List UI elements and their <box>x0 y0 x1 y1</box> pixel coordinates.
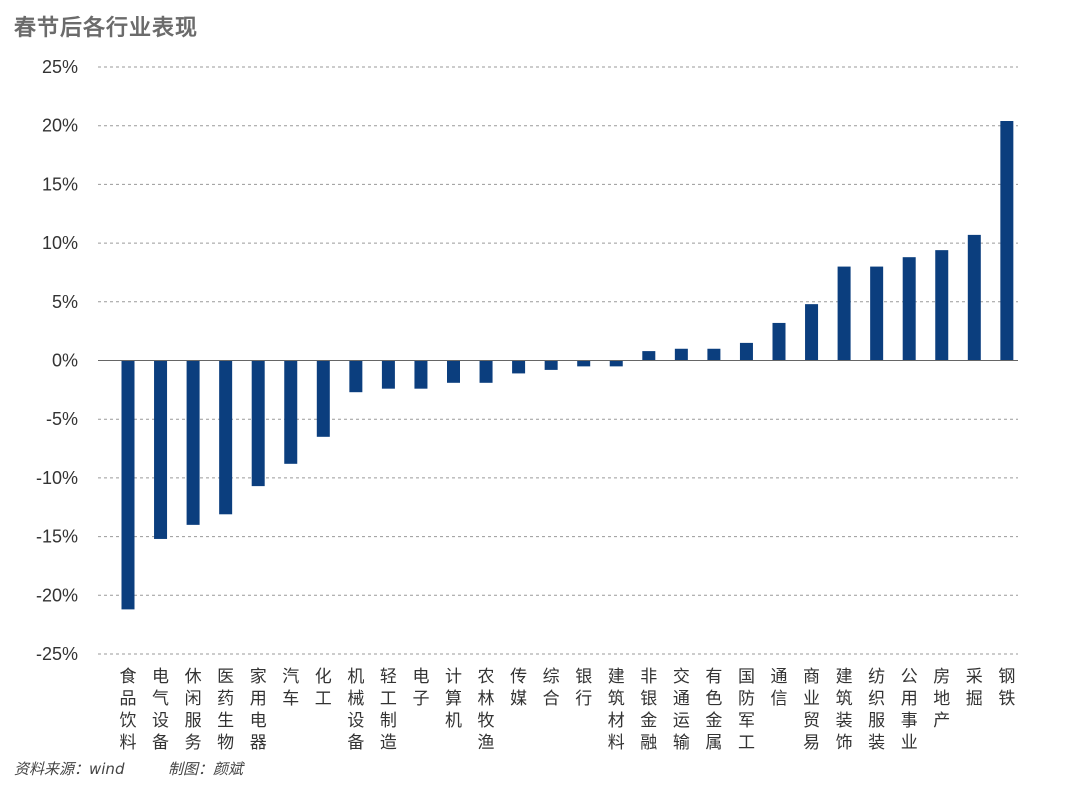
bar-14 <box>577 360 591 367</box>
category-label: 综合 <box>543 667 560 709</box>
category-label: 休闲服务 <box>185 667 202 753</box>
category-label: 电气设备 <box>152 667 169 753</box>
category-label: 银行 <box>575 667 592 709</box>
y-tick-label: -10% <box>36 468 78 488</box>
source-note: 资料来源：wind <box>14 760 125 778</box>
category-label: 国防军工 <box>738 667 755 753</box>
chart-title: 春节后各行业表现 <box>14 16 199 41</box>
bar-0 <box>121 360 135 610</box>
category-label: 家用电器 <box>250 667 267 753</box>
bar-23 <box>870 266 884 361</box>
bar-3 <box>219 360 233 515</box>
bar-26 <box>967 234 981 361</box>
category-label: 房地产 <box>933 667 950 731</box>
bar-21 <box>805 304 819 361</box>
category-label: 有色金属 <box>705 667 722 753</box>
category-label: 计算机 <box>445 667 462 731</box>
bar-25 <box>935 250 949 361</box>
y-tick-label: -15% <box>36 527 78 547</box>
bar-10 <box>447 360 460 383</box>
category-label: 非银金融 <box>640 667 657 753</box>
bar-19 <box>739 342 753 361</box>
y-tick-label: 10% <box>42 233 78 253</box>
bar-27 <box>1000 121 1014 361</box>
bar-22 <box>837 266 851 361</box>
category-label: 轻工制造 <box>380 667 397 753</box>
y-tick-label: 25% <box>42 57 78 77</box>
y-tick-label: 5% <box>52 292 78 312</box>
bar-4 <box>251 360 265 487</box>
bar-5 <box>284 360 298 464</box>
y-tick-label: -5% <box>46 409 78 429</box>
category-label: 交通运输 <box>673 667 690 753</box>
bar-16 <box>642 351 656 361</box>
category-label: 食品饮料 <box>120 667 137 753</box>
bar-7 <box>349 360 363 393</box>
bar-9 <box>414 360 428 389</box>
category-label: 钢铁 <box>998 667 1015 709</box>
bar-1 <box>154 360 168 539</box>
bar-12 <box>512 360 526 374</box>
y-axis-tick-labels: 25% 20% 15% 10% 5% 0% -5% -10% -15% -20% -25% <box>36 57 78 664</box>
category-label: 医药生物 <box>217 667 234 753</box>
y-tick-label: -25% <box>36 644 78 664</box>
bar-11 <box>479 360 493 383</box>
bar-18 <box>707 348 721 361</box>
category-label: 机械设备 <box>347 667 364 753</box>
category-label: 商业贸易 <box>803 667 820 753</box>
bar-15 <box>609 360 623 367</box>
category-label: 化工 <box>315 667 332 709</box>
category-label: 建筑材料 <box>608 667 625 753</box>
y-tick-label: 0% <box>52 351 78 371</box>
category-label: 采掘 <box>966 667 983 709</box>
credit-note: 制图：颜斌 <box>168 760 244 778</box>
category-label: 电子 <box>412 667 429 709</box>
bar-17 <box>674 348 688 361</box>
category-label: 纺织服装 <box>868 667 885 753</box>
bar-20 <box>772 322 786 361</box>
bar-2 <box>186 360 200 525</box>
bar-24 <box>902 257 916 361</box>
category-label: 建筑装饰 <box>836 667 853 753</box>
category-label: 农林牧渔 <box>478 667 495 753</box>
y-tick-label: 15% <box>42 174 78 194</box>
category-label: 汽车 <box>282 667 299 709</box>
bar-6 <box>316 360 330 437</box>
category-label: 通信 <box>771 667 788 709</box>
y-tick-label: 20% <box>42 116 78 136</box>
y-tick-label: -20% <box>36 585 78 605</box>
bar-13 <box>544 360 558 370</box>
category-label: 传媒 <box>510 667 527 709</box>
category-label: 公用事业 <box>901 667 918 753</box>
bar-8 <box>381 360 395 389</box>
bars <box>121 121 1014 610</box>
x-axis-category-labels: 食品饮料电气设备休闲服务医药生物家用电器汽车化工机械设备轻工制造电子计算机农林牧… <box>120 667 1016 753</box>
